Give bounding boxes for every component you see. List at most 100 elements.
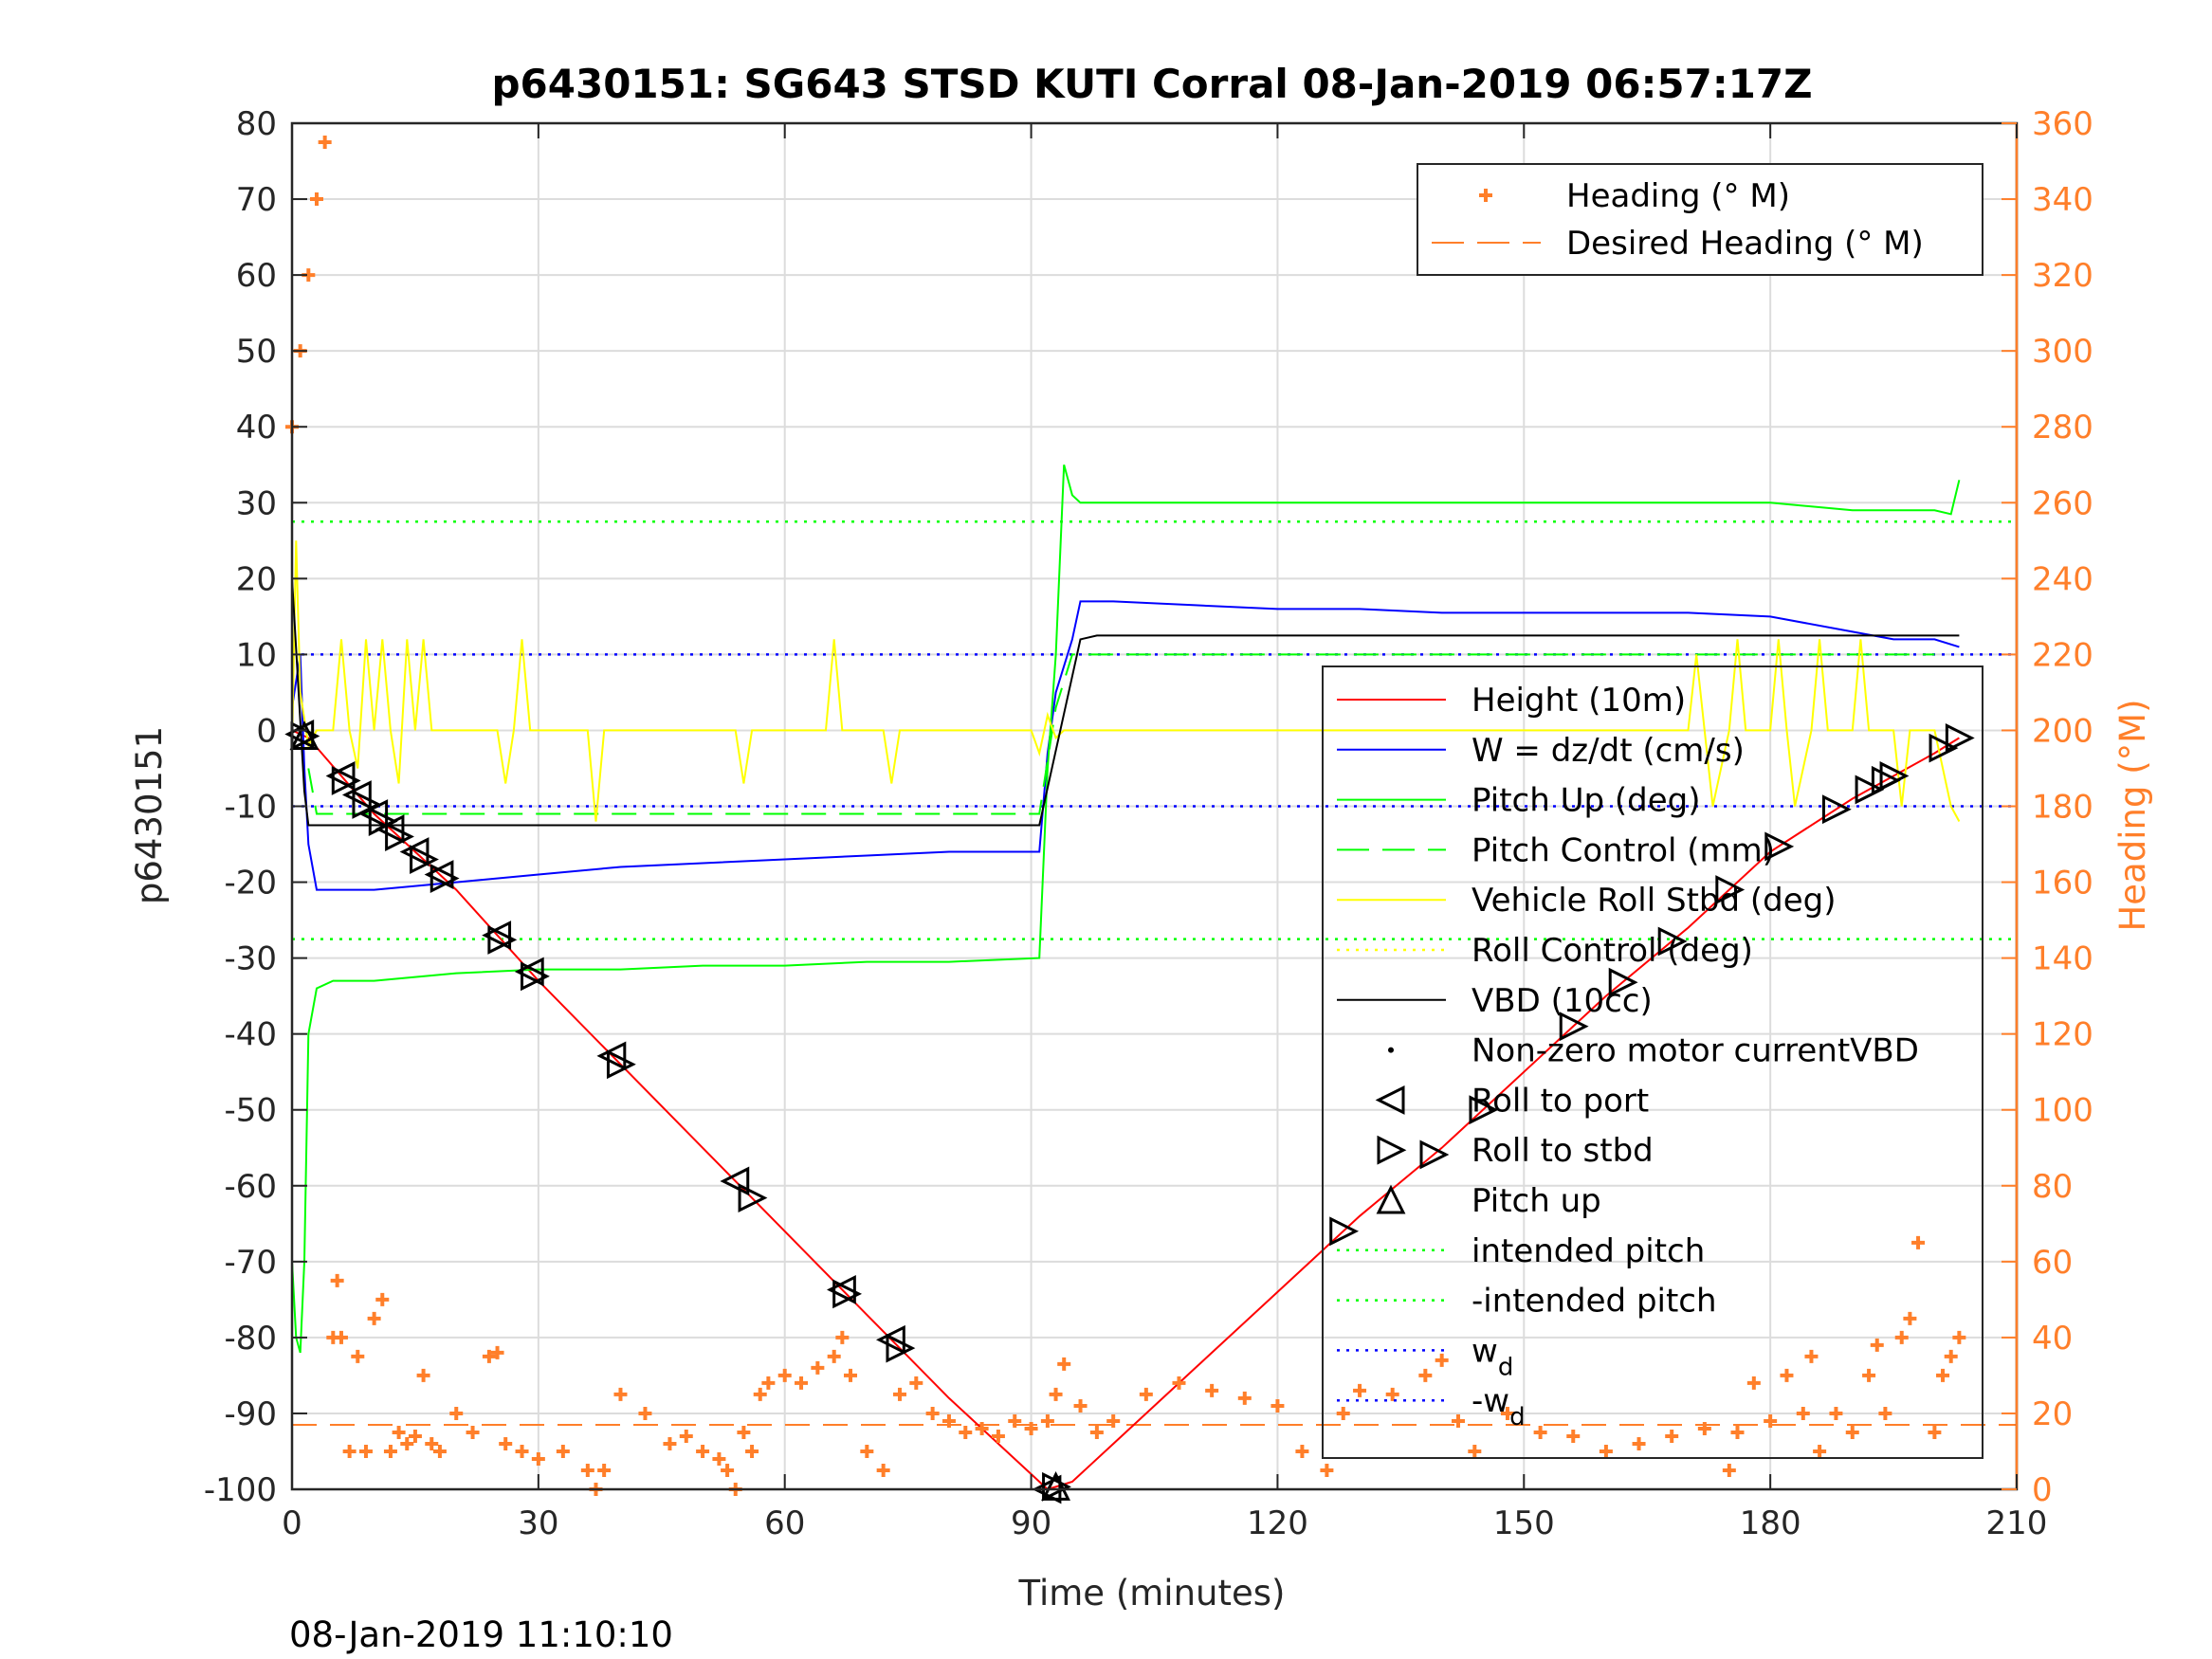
roll-stbd-marker: [738, 1183, 768, 1213]
heading-point: [1697, 1421, 1711, 1435]
heading-point: [745, 1444, 759, 1458]
legend-label: Roll to port: [1472, 1082, 1649, 1120]
heading-point: [1320, 1463, 1334, 1477]
y-tick-label: -80: [224, 1320, 277, 1358]
heading-point: [941, 1413, 956, 1428]
y-tick-label: 70: [236, 181, 277, 219]
heading-point: [309, 192, 323, 207]
heading-point: [1139, 1387, 1153, 1401]
y-axis-label: p6430151: [129, 726, 170, 904]
y2-tick-label: 300: [2032, 333, 2093, 371]
x-tick-label: 120: [1247, 1504, 1308, 1542]
heading-point: [1295, 1444, 1309, 1458]
heading-point: [1796, 1406, 1810, 1420]
y-tick-label: 50: [236, 333, 277, 371]
legend-heading-symbol: [1479, 189, 1492, 202]
roll-port-marker: [482, 921, 512, 951]
x-tick-label: 60: [764, 1504, 805, 1542]
x-tick-label: 150: [1493, 1504, 1555, 1542]
heading-point: [1336, 1406, 1350, 1420]
legend-label: Pitch up: [1472, 1182, 1601, 1220]
heading-point: [1632, 1436, 1646, 1450]
heading-point: [1073, 1398, 1088, 1413]
y2-tick-label: 180: [2032, 789, 2093, 827]
heading-point: [330, 1273, 344, 1287]
heading-point: [375, 1292, 390, 1306]
roll-stbd-marker: [1559, 1012, 1589, 1042]
y2-tick-label: 20: [2032, 1395, 2073, 1433]
roll-stbd-marker: [1879, 761, 1910, 791]
y2-tick-label: 260: [2032, 484, 2093, 522]
roll-stbd-marker: [1715, 875, 1746, 904]
heading-point: [795, 1376, 809, 1390]
x-tick-label: 0: [282, 1504, 302, 1542]
roll-stbd-marker: [352, 790, 382, 819]
y-tick-label: 20: [236, 560, 277, 598]
y-tick-label: -100: [204, 1471, 277, 1509]
heading-point: [1205, 1383, 1219, 1397]
roll-port-marker: [514, 957, 544, 987]
heading-point: [597, 1463, 612, 1477]
heading-point: [663, 1436, 677, 1450]
heading-point: [1911, 1235, 1926, 1249]
timestamp-footer: 08-Jan-2019 11:10:10: [289, 1614, 673, 1655]
vbd-line: [291, 578, 1960, 827]
roll-stbd-marker: [1764, 831, 1795, 862]
heading-point: [466, 1425, 480, 1439]
heading-point: [1089, 1425, 1104, 1439]
y2-tick-label: 360: [2032, 105, 2093, 143]
roll-stbd-marker: [1469, 1095, 1499, 1125]
heading-point: [1106, 1413, 1121, 1428]
heading-point: [1040, 1413, 1054, 1428]
y2-tick-label: 60: [2032, 1244, 2073, 1282]
x-tick-label: 180: [1740, 1504, 1801, 1542]
heading-point: [860, 1444, 874, 1458]
y-tick-label: -30: [224, 940, 277, 978]
y2-tick-label: 280: [2032, 409, 2093, 447]
heading-point: [334, 1330, 348, 1344]
roll-port-marker: [325, 761, 356, 791]
legend-label: -intended pitch: [1472, 1283, 1717, 1321]
roll-stbd-marker: [1945, 723, 1975, 753]
legend-label: Height (10m): [1472, 682, 1686, 720]
heading-point: [1862, 1368, 1876, 1382]
roll-stbd-marker: [1657, 926, 1688, 957]
heading-point: [909, 1376, 923, 1390]
legend-heading: Heading (° M) Desired Heading (° M): [1417, 163, 1983, 276]
x-tick-label: 90: [1011, 1504, 1051, 1542]
heading-point: [1944, 1349, 1958, 1363]
roll-stbd-marker: [1042, 1471, 1071, 1502]
roll-stbd-marker: [521, 961, 550, 992]
y2-tick-label: 160: [2032, 865, 2093, 902]
heading-point: [1237, 1391, 1252, 1405]
y2-tick-label: 240: [2032, 560, 2093, 598]
y2-tick-label: 200: [2032, 712, 2093, 750]
heading-point: [556, 1444, 570, 1458]
y2-tick-label: 320: [2032, 257, 2093, 295]
legend-label: Roll to stbd: [1472, 1132, 1654, 1170]
chart-title: p6430151: SG643 STSD KUTI Corral 08-Jan-…: [491, 61, 1812, 107]
heading-point: [432, 1444, 447, 1458]
pitch-up-marker: [289, 720, 320, 750]
legend-label: Vehicle Roll Stbd (deg): [1472, 882, 1837, 920]
heading-point: [1780, 1368, 1794, 1382]
heading-point: [1665, 1429, 1679, 1443]
heading-point: [696, 1444, 710, 1458]
roll-port-marker: [826, 1275, 856, 1304]
heading-point: [753, 1387, 767, 1401]
roll-stbd-marker: [886, 1333, 916, 1363]
heading-point: [1500, 1406, 1514, 1420]
legend-label: Pitch Up (deg): [1472, 782, 1700, 820]
roll-stbd-marker: [1608, 967, 1638, 997]
heading-point: [844, 1368, 858, 1382]
heading-point: [416, 1368, 430, 1382]
heading-point: [425, 1436, 439, 1450]
y-tick-label: -70: [224, 1244, 277, 1282]
heading-point: [515, 1444, 529, 1458]
y-tick-label: 30: [236, 484, 277, 522]
legend-label: Pitch Control (mm): [1472, 831, 1775, 869]
legend-desired-heading-label: Desired Heading (° M): [1566, 225, 1924, 263]
roll-stbd-marker: [606, 1049, 636, 1080]
heading-point: [991, 1429, 1005, 1443]
